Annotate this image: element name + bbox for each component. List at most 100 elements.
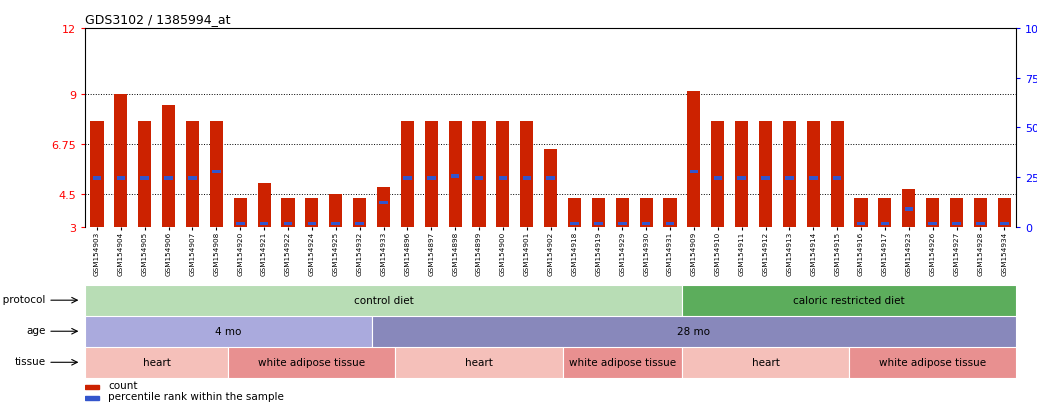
Text: GDS3102 / 1385994_at: GDS3102 / 1385994_at [85,13,230,26]
Bar [688,92,700,227]
Bar [499,177,507,180]
Text: heart: heart [752,357,780,368]
Text: 4 mo: 4 mo [215,326,242,337]
Bar [878,199,892,227]
Bar [449,121,461,227]
Bar [228,347,395,378]
Bar [401,121,414,227]
Text: white adipose tissue: white adipose tissue [879,357,986,368]
Bar [833,177,841,180]
Bar [284,222,292,226]
Bar [785,177,793,180]
Bar [305,199,318,227]
Bar [85,316,371,347]
Bar [1000,222,1009,226]
Text: 28 mo: 28 mo [677,326,710,337]
Bar [473,121,485,227]
Text: white adipose tissue: white adipose tissue [568,357,676,368]
Bar [592,199,605,227]
Bar [761,177,769,180]
Bar [640,199,652,227]
Bar [759,121,773,227]
Bar [162,106,175,227]
Text: growth protocol: growth protocol [0,294,46,304]
Bar [976,222,985,226]
Bar [546,177,555,180]
Text: age: age [26,325,46,335]
Bar [682,347,849,378]
Bar [523,177,531,180]
Bar [735,121,749,227]
Bar [568,199,581,227]
Bar [186,121,199,227]
Bar [308,222,316,226]
Text: white adipose tissue: white adipose tissue [258,357,365,368]
Text: control diet: control diet [354,295,414,306]
Bar [85,285,682,316]
Bar [928,222,937,226]
Bar [371,316,1016,347]
Bar [497,121,509,227]
Bar [902,190,916,227]
Bar [544,150,557,227]
Text: percentile rank within the sample: percentile rank within the sample [109,391,284,401]
Bar [356,222,364,226]
Bar [594,222,602,226]
Bar [451,175,459,178]
Text: tissue: tissue [15,356,46,366]
Bar [85,385,100,389]
Bar [114,95,128,227]
Bar [950,199,963,227]
Bar [475,177,483,180]
Bar [85,396,100,400]
Bar [140,177,149,180]
Bar [380,201,388,205]
Bar [809,177,817,180]
Bar [425,121,438,227]
Bar [831,121,844,227]
Bar [213,170,221,174]
Bar [164,177,173,180]
Bar [233,199,247,227]
Bar [427,177,436,180]
Bar [376,188,390,227]
Bar [260,222,269,226]
Text: caloric restricted diet: caloric restricted diet [793,295,905,306]
Bar [849,347,1016,378]
Bar [854,199,868,227]
Bar [998,199,1011,227]
Bar [90,121,104,227]
Bar [616,199,628,227]
Text: heart: heart [143,357,171,368]
Bar [329,194,342,227]
Bar [666,222,674,226]
Bar [690,170,698,174]
Bar [521,121,533,227]
Bar [92,177,102,180]
Bar [807,121,820,227]
Bar [664,199,676,227]
Bar [618,222,626,226]
Bar [783,121,796,227]
Bar [138,121,151,227]
Bar [395,347,563,378]
Bar [353,199,366,227]
Bar [85,347,228,378]
Bar [880,222,889,226]
Text: count: count [109,380,138,390]
Bar [737,177,746,180]
Bar [236,222,245,226]
Bar [563,347,682,378]
Bar [257,183,271,227]
Text: heart: heart [465,357,493,368]
Bar [904,208,914,211]
Bar [188,177,197,180]
Bar [209,121,223,227]
Bar [952,222,961,226]
Bar [974,199,987,227]
Bar [857,222,865,226]
Bar [403,177,412,180]
Bar [570,222,579,226]
Bar [281,199,295,227]
Bar [116,177,125,180]
